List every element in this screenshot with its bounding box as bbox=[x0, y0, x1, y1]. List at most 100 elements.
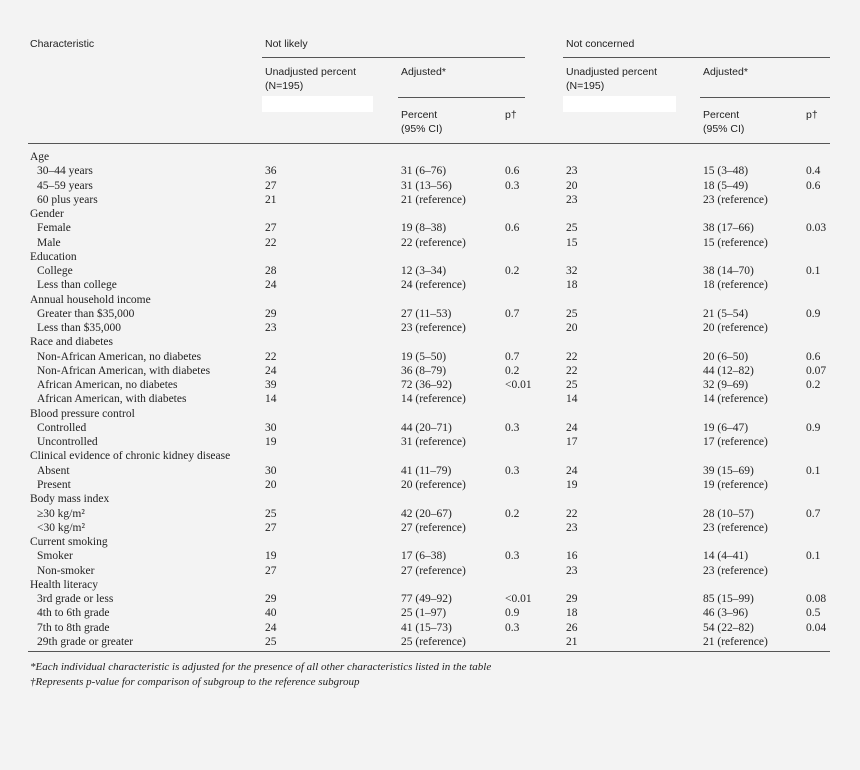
cell: 21 (reference) bbox=[703, 635, 768, 648]
row-label: ≥30 kg/m² bbox=[37, 507, 85, 520]
cell: 23 bbox=[566, 564, 578, 577]
cell: 22 bbox=[566, 507, 578, 520]
row-label: Non-African American, no diabetes bbox=[37, 350, 202, 363]
cell: 19 (reference) bbox=[703, 478, 768, 491]
group-header: Not concerned bbox=[566, 38, 635, 50]
cell: 17 bbox=[566, 436, 578, 449]
cell: 19 (6–47) bbox=[703, 421, 749, 434]
cell: 41 (15–73) bbox=[401, 621, 452, 634]
cell: 0.5 bbox=[806, 607, 821, 620]
cell: 0.1 bbox=[806, 550, 821, 563]
row-label: 7th to 8th grade bbox=[37, 621, 110, 634]
cell: 0.3 bbox=[505, 179, 520, 192]
cell: 0.2 bbox=[505, 364, 520, 377]
row-label: <30 kg/m² bbox=[37, 521, 85, 534]
cell: 24 bbox=[265, 621, 277, 634]
column-header: Adjusted* bbox=[703, 66, 748, 78]
cell: 18 (reference) bbox=[703, 279, 768, 292]
cell: 29 bbox=[566, 593, 578, 606]
cell: 25 bbox=[265, 635, 277, 648]
cell: 25 (1–97) bbox=[401, 607, 447, 620]
cell: 27 bbox=[265, 521, 277, 534]
cell: 14 (reference) bbox=[703, 393, 768, 406]
cell: 72 (36–92) bbox=[401, 379, 452, 392]
group-label: Blood pressure control bbox=[30, 407, 135, 420]
cell: 14 (reference) bbox=[401, 393, 466, 406]
cell: 0.7 bbox=[505, 350, 520, 363]
cell: 22 bbox=[566, 364, 578, 377]
cell: 27 bbox=[265, 564, 277, 577]
row-label: 4th to 6th grade bbox=[37, 607, 110, 620]
cell: 20 bbox=[566, 179, 578, 192]
group-label: Health literacy bbox=[30, 578, 99, 591]
cell: 23 (reference) bbox=[703, 521, 768, 534]
cell: 21 bbox=[566, 635, 578, 648]
cell: 19 (5–50) bbox=[401, 350, 447, 363]
cell: 20 (reference) bbox=[703, 322, 768, 335]
cell: 0.03 bbox=[806, 222, 827, 235]
group-label: Current smoking bbox=[30, 536, 108, 549]
column-header: (95% CI) bbox=[401, 123, 443, 135]
cell: 19 (8–38) bbox=[401, 222, 447, 235]
cell: 27 bbox=[265, 222, 277, 235]
blank-cell bbox=[563, 96, 676, 112]
header-rule bbox=[28, 143, 830, 144]
cell: 0.04 bbox=[806, 621, 827, 634]
row-label: Less than college bbox=[37, 279, 117, 292]
cell: 0.07 bbox=[806, 364, 827, 377]
row-label: Less than $35,000 bbox=[37, 322, 122, 335]
cell: 36 bbox=[265, 165, 277, 178]
cell: 30 bbox=[265, 421, 277, 434]
cell: 0.6 bbox=[806, 179, 821, 192]
cell: 0.7 bbox=[505, 307, 520, 320]
cell: 23 (reference) bbox=[703, 564, 768, 577]
cell: 0.3 bbox=[505, 621, 520, 634]
row-label: Non-African American, with diabetes bbox=[37, 364, 211, 377]
cell: 20 (reference) bbox=[401, 478, 466, 491]
cell: 24 bbox=[566, 464, 578, 477]
cell: 21 (5–54) bbox=[703, 307, 749, 320]
cell: 28 (10–57) bbox=[703, 507, 754, 520]
cell: 14 (4–41) bbox=[703, 550, 749, 563]
cell: 24 (reference) bbox=[401, 279, 466, 292]
cell: 22 bbox=[566, 350, 578, 363]
column-header: Characteristic bbox=[30, 38, 95, 50]
column-header: Percent bbox=[703, 109, 740, 121]
group-label: Body mass index bbox=[30, 493, 110, 506]
column-header: (95% CI) bbox=[703, 123, 745, 135]
cell: 26 bbox=[566, 621, 578, 634]
cell: 23 bbox=[566, 521, 578, 534]
cell: 18 (5–49) bbox=[703, 179, 749, 192]
cell: 0.1 bbox=[806, 265, 821, 278]
cell: 27 (reference) bbox=[401, 564, 466, 577]
cell: 40 bbox=[265, 607, 277, 620]
bottom-rule bbox=[28, 651, 830, 652]
cell: 19 bbox=[566, 478, 578, 491]
cell: <0.01 bbox=[505, 379, 532, 392]
cell: 0.6 bbox=[505, 165, 520, 178]
cell: 38 (17–66) bbox=[703, 222, 754, 235]
column-header: (N=195) bbox=[566, 80, 605, 92]
row-label: African American, no diabetes bbox=[37, 379, 178, 392]
row-label: Controlled bbox=[37, 421, 87, 434]
cell: 54 (22–82) bbox=[703, 621, 754, 634]
row-label: Present bbox=[37, 478, 71, 491]
cell: 0.08 bbox=[806, 593, 827, 606]
adjusted-rule bbox=[700, 97, 830, 98]
column-header: Unadjusted percent bbox=[265, 66, 357, 78]
cell: 30 bbox=[265, 464, 277, 477]
cell: 32 bbox=[566, 265, 578, 278]
cell: 14 bbox=[566, 393, 578, 406]
cell: 0.1 bbox=[806, 464, 821, 477]
cell: 27 (reference) bbox=[401, 521, 466, 534]
column-header: p† bbox=[505, 109, 517, 121]
cell: <0.01 bbox=[505, 593, 532, 606]
row-label: 29th grade or greater bbox=[37, 635, 134, 648]
cell: 44 (20–71) bbox=[401, 421, 452, 434]
cell: 31 (reference) bbox=[401, 436, 466, 449]
cell: 15 bbox=[566, 236, 578, 249]
cell: 38 (14–70) bbox=[703, 265, 754, 278]
cell: 15 (reference) bbox=[703, 236, 768, 249]
cell: 0.9 bbox=[806, 421, 821, 434]
cell: 39 bbox=[265, 379, 277, 392]
